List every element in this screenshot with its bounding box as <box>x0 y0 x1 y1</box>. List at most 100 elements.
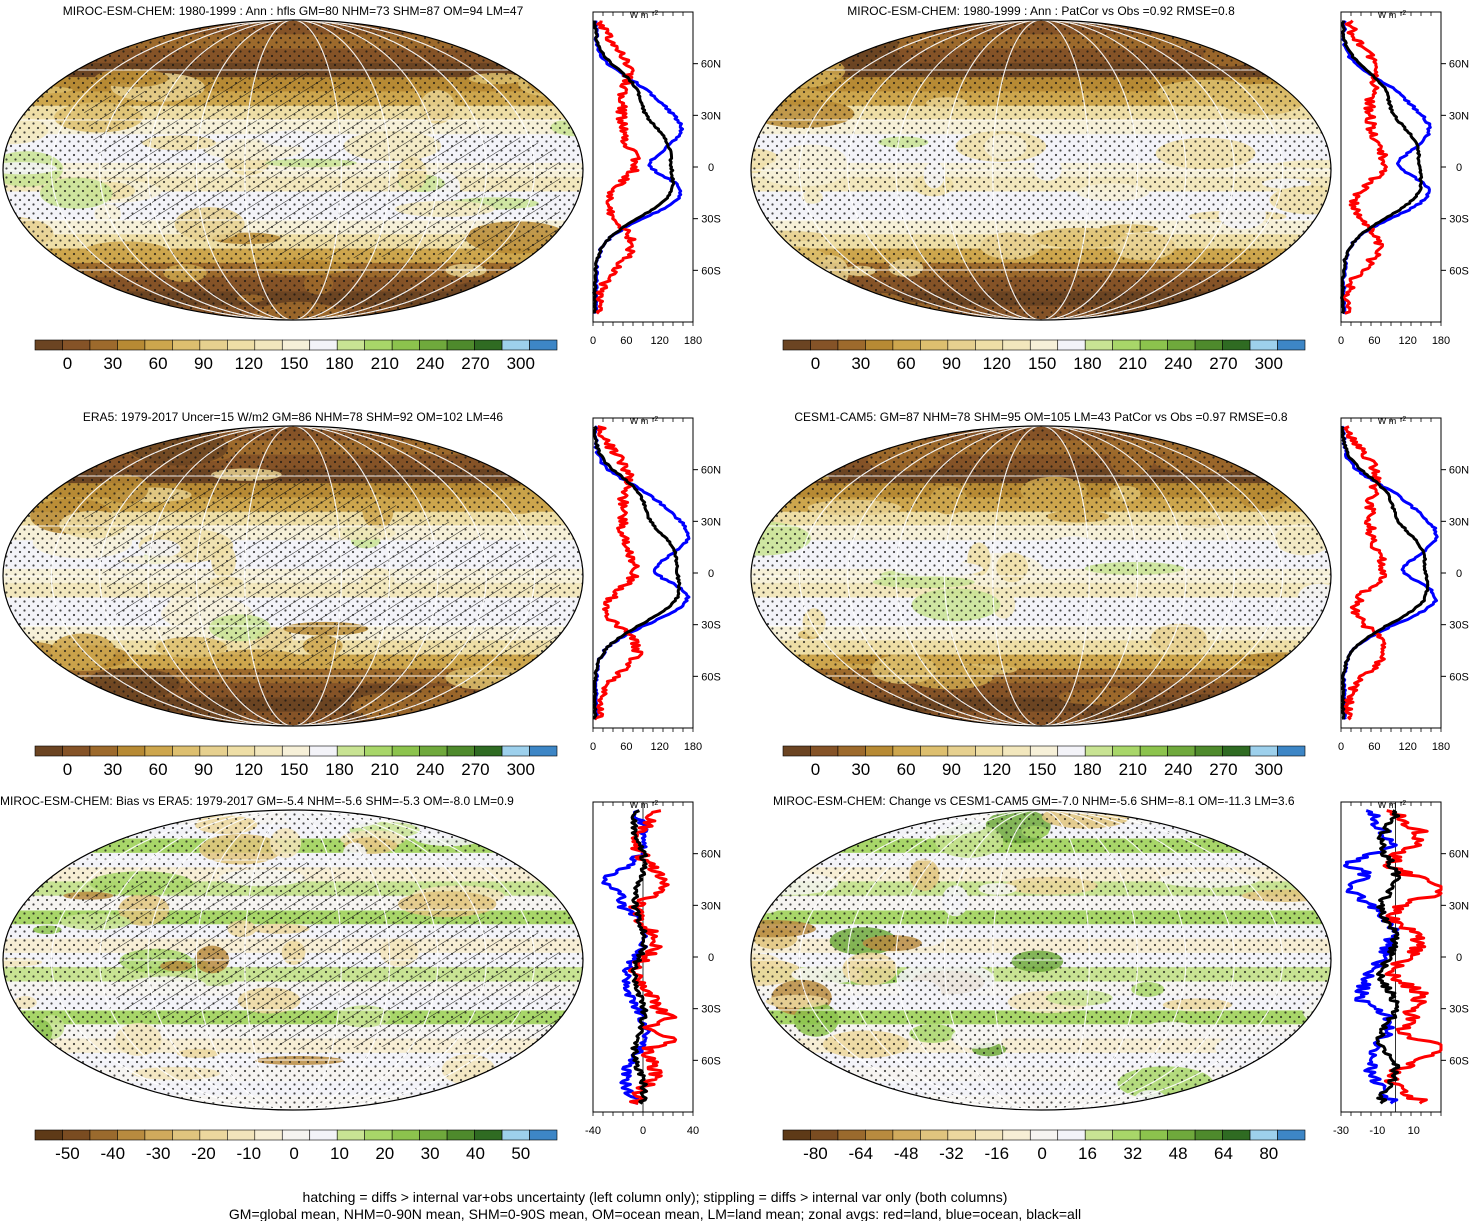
zonal-all-line <box>1340 20 1424 315</box>
colorbar-swatch <box>865 745 894 757</box>
colorbar-swatch <box>1002 339 1031 351</box>
colorbar-tick-label: 10 <box>330 1144 349 1163</box>
colorbar-swatch <box>62 1129 91 1141</box>
zonal-land-line <box>594 20 641 315</box>
zonal-lat-tick: 60N <box>1449 465 1469 477</box>
colorbar-tick-label: 64 <box>1214 1144 1233 1163</box>
colorbar-tick-label: 0 <box>1037 1144 1046 1163</box>
colorbar-tick-label: 300 <box>1255 354 1283 373</box>
colorbar-tick-label: 16 <box>1078 1144 1097 1163</box>
zonal-lat-tick: 60N <box>701 849 721 861</box>
colorbar-swatch <box>1222 1129 1251 1141</box>
colorbar-swatch <box>782 339 811 351</box>
colorbar-swatch <box>309 339 338 351</box>
zonal-plot: W m -2 60N 30N 0 30S 60S -30 -10 10 <box>1333 800 1469 1137</box>
zonal-lat-tick: 30N <box>701 110 721 122</box>
colorbar-tick-label: 50 <box>511 1144 530 1163</box>
colorbar-swatch <box>1249 339 1278 351</box>
zonal-lat-tick: 30N <box>701 516 721 528</box>
colorbar-tick-label: 150 <box>280 760 308 779</box>
zonal-lat-tick: 60S <box>701 1055 721 1067</box>
zonal-x-tick: 180 <box>1432 335 1450 347</box>
colorbar-swatch <box>1057 339 1086 351</box>
colorbar-tick-label: 180 <box>325 760 353 779</box>
colorbar-swatch <box>1029 745 1059 757</box>
zonal-x-tick: 180 <box>684 741 702 753</box>
zonal-x-tick: -40 <box>585 1125 601 1137</box>
panel-title: ERA5: 1979-2017 Uncer=15 W/m2 GM=86 NHM=… <box>83 410 504 424</box>
zonal-x-tick: 0 <box>1338 741 1344 753</box>
colorbar-swatch <box>1139 339 1168 351</box>
zonal-x-tick: 0 <box>640 1125 646 1137</box>
zonal-unit-exponent: -2 <box>652 800 658 807</box>
colorbar-swatch <box>34 745 63 757</box>
colorbar-swatch <box>1002 1129 1031 1141</box>
zonal-plot: W m -2 60N 30N 0 30S 60S 0 60 120 180 <box>590 10 721 347</box>
colorbar-swatch <box>1029 339 1059 351</box>
colorbar-swatch <box>892 1129 921 1141</box>
zonal-land-line <box>1341 19 1389 315</box>
colorbar-swatch <box>1194 745 1223 757</box>
zonal-x-tick: 120 <box>650 335 668 347</box>
colorbar-swatch <box>1167 339 1196 351</box>
zonal-unit: W m <box>630 10 649 20</box>
zonal-x-tick: 120 <box>1398 741 1416 753</box>
colorbar-tick-label: 60 <box>897 354 916 373</box>
colorbar-tick-label: 210 <box>371 354 399 373</box>
map <box>3 810 583 1110</box>
colorbar-swatch <box>1249 1129 1278 1141</box>
colorbar-swatch <box>172 339 201 351</box>
colorbar-tick-label: -48 <box>894 1144 919 1163</box>
zonal-lat-tick: 60S <box>701 265 721 277</box>
zonal-unit-exponent: -2 <box>1400 10 1406 17</box>
colorbar-swatch <box>62 745 91 757</box>
colorbar-tick-label: 90 <box>194 354 213 373</box>
colorbar-swatch <box>1084 1129 1113 1141</box>
colorbar-swatch <box>1167 1129 1196 1141</box>
colorbar-swatch <box>391 339 420 351</box>
zonal-lat-tick: 60N <box>701 59 721 71</box>
zonal-lat-tick: 30S <box>701 620 721 632</box>
colorbar-swatch <box>529 339 558 351</box>
colorbar-tick-label: 30 <box>421 1144 440 1163</box>
colorbar-swatch <box>1249 745 1278 757</box>
colorbar-swatch <box>1112 745 1141 757</box>
colorbar-tick-label: 60 <box>149 354 168 373</box>
panel-2: MIROC-ESM-CHEM: 1980-1999 : Ann : PatCor… <box>750 4 1469 373</box>
colorbar-tick-label: 48 <box>1169 1144 1188 1163</box>
zonal-lat-tick: 30N <box>1449 900 1469 912</box>
zonal-x-tick: 0 <box>1338 335 1344 347</box>
colorbar-swatch <box>446 745 475 757</box>
zonal-unit: W m <box>1378 800 1397 810</box>
colorbar-swatch <box>281 745 311 757</box>
zonal-land-line <box>1341 425 1388 721</box>
map <box>3 426 583 726</box>
colorbar-swatch <box>1057 1129 1086 1141</box>
colorbar-tick-label: -20 <box>191 1144 216 1163</box>
colorbar-tick-label: 0 <box>63 760 72 779</box>
colorbar-tick-label: 300 <box>1255 760 1283 779</box>
zonal-lat-tick: 60N <box>1449 849 1469 861</box>
colorbar-swatch <box>309 745 338 757</box>
zonal-plot: W m -2 60N 30N 0 30S 60S 0 60 120 180 <box>1338 10 1469 347</box>
colorbar-tick-label: 210 <box>371 760 399 779</box>
map <box>751 426 1331 726</box>
zonal-unit: W m <box>630 416 649 426</box>
colorbar-tick-label: 30 <box>103 354 122 373</box>
colorbar-swatch <box>446 1129 475 1141</box>
zonal-x-tick: 10 <box>1408 1125 1420 1137</box>
colorbar-tick-label: 120 <box>235 354 263 373</box>
colorbar-swatch <box>309 1129 338 1141</box>
zonal-ocean-line <box>1343 809 1400 1105</box>
zonal-lat-tick: 60S <box>1449 1055 1469 1067</box>
zonal-lat-tick: 0 <box>1456 568 1462 580</box>
colorbar-swatch <box>1222 745 1251 757</box>
zonal-lat-tick: 0 <box>708 568 714 580</box>
colorbar-swatch <box>1194 1129 1223 1141</box>
colorbar-swatch <box>1139 1129 1168 1141</box>
colorbar-swatch <box>254 339 283 351</box>
map <box>751 20 1331 320</box>
colorbar-swatch <box>89 339 118 351</box>
zonal-lat-tick: 30S <box>1449 1004 1469 1016</box>
colorbar-swatch <box>1057 745 1086 757</box>
